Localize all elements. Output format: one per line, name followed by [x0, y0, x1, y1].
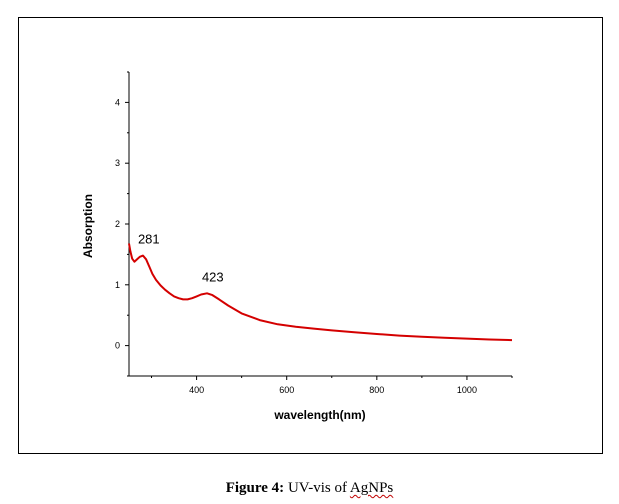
peak-label: 423 [202, 269, 224, 284]
figure-caption-text: UV-vis of [284, 480, 350, 496]
y-tick-label: 0 [115, 341, 120, 351]
x-axis-label: wavelength(nm) [273, 408, 365, 422]
series-line-absorption [128, 243, 513, 342]
ticks [125, 71, 513, 380]
figure-number: Figure 4: [225, 480, 285, 496]
y-tick-label: 1 [115, 280, 120, 290]
y-tick-label: 2 [115, 219, 120, 229]
peak-label: 281 [138, 232, 160, 247]
figure-caption-abbr: AgNPs [349, 480, 394, 496]
peak-annotations: 281 423 [138, 232, 224, 285]
y-tick-label: 3 [115, 158, 120, 168]
x-tick-label: 600 [279, 385, 294, 395]
axes [128, 72, 512, 377]
x-tick-label: 1000 [457, 385, 477, 395]
tick-labels: 0 1 2 3 4 400 600 800 1000 [115, 97, 477, 395]
figure-frame [18, 17, 603, 454]
y-axis-label: Absorption [81, 194, 95, 258]
y-tick-label: 4 [115, 97, 120, 107]
x-tick-label: 400 [189, 385, 204, 395]
figure-caption: Figure 4: UV-vis of AgNPs [0, 480, 619, 497]
x-tick-label: 800 [369, 385, 384, 395]
